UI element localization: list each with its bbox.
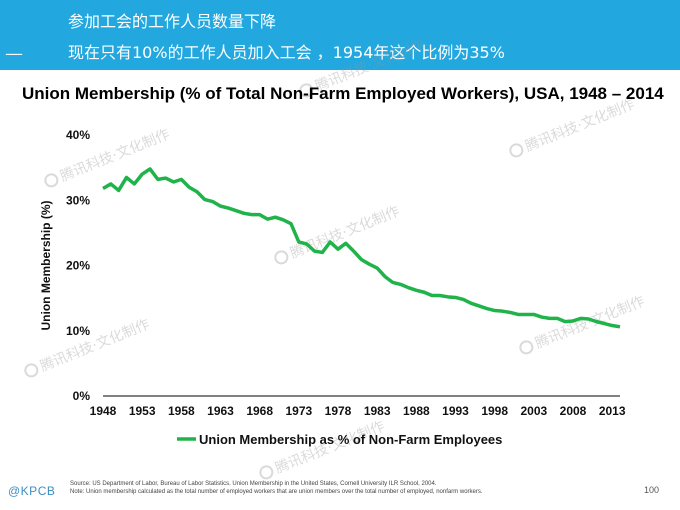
series-line [102, 167, 621, 329]
x-tick-label: 1968 [246, 404, 273, 418]
y-tick-labels: 0% 10% 20% 30% 40% [66, 128, 90, 403]
slide-heading: 参加工会的工作人员数量下降 [68, 12, 277, 31]
chart-title: Union Membership (% of Total Non-Farm Em… [22, 84, 664, 103]
x-tick-label: 1953 [129, 404, 156, 418]
source-line: Source: US Department of Labor, Bureau o… [70, 481, 437, 487]
x-tick-label: 2008 [560, 404, 587, 418]
x-tick-label: 1958 [168, 404, 195, 418]
x-tick-labels: 1948 1953 1958 1963 1968 1973 1978 1983 1988 1993… [90, 404, 626, 418]
x-tick-label: 1993 [442, 404, 469, 418]
x-tick-label: 1983 [364, 404, 391, 418]
legend-label: Union Membership as % of Non-Farm Employ… [199, 432, 502, 447]
y-axis-label: Union Membership (%) [39, 200, 53, 330]
slide-header: 参加工会的工作人员数量下降 __ 现在只有10%的工作人员加入工会 ，1954年… [0, 0, 680, 70]
x-tick-label: 1988 [403, 404, 430, 418]
series-lines [102, 167, 621, 329]
source-note: Source: US Department of Labor, Bureau o… [70, 480, 483, 496]
kpcb-logo: @KPCB [8, 484, 56, 498]
y-tick-label: 20% [66, 259, 90, 273]
page-number: 100 [644, 485, 660, 495]
y-tick-label: 40% [66, 128, 90, 142]
slide-subheading: 现在只有10%的工作人员加入工会 ，1954年这个比例为35% [68, 43, 505, 62]
x-tick-label: 1973 [285, 404, 312, 418]
x-tick-label: 1978 [325, 404, 352, 418]
y-tick-label: 10% [66, 324, 90, 338]
x-tick-label: 2003 [520, 404, 547, 418]
note-line: Note: Union membership calculated as the… [70, 489, 483, 495]
x-tick-label: 1998 [481, 404, 508, 418]
y-tick-label: 0% [73, 389, 91, 403]
x-tick-label: 2013 [599, 404, 626, 418]
x-tick-label: 1963 [207, 404, 234, 418]
y-tick-label: 30% [66, 193, 90, 207]
heading-dash: __ [6, 36, 22, 55]
x-tick-label: 1948 [90, 404, 117, 418]
